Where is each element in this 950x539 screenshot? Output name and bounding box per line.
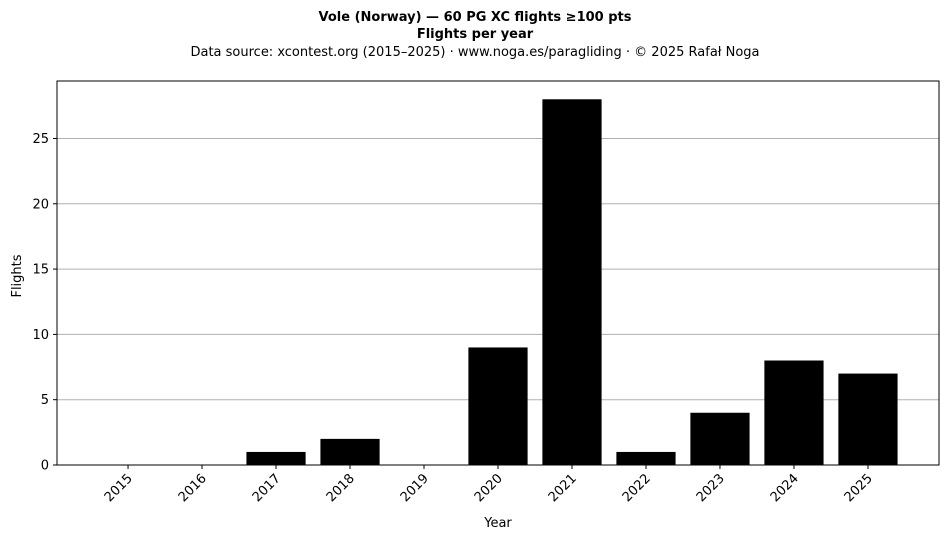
- x-tick-label-2024: 2024: [768, 471, 802, 505]
- y-tick-label-5: 5: [41, 393, 49, 408]
- chart-source: Data source: xcontest.org (2015–2025) · …: [190, 45, 759, 60]
- chart-subtitle: Flights per year: [417, 27, 534, 42]
- y-axis-label: Flights: [10, 254, 25, 297]
- x-tick-label-2015: 2015: [102, 471, 136, 505]
- bar-layer: [246, 99, 898, 466]
- bar-2018: [320, 438, 380, 465]
- bar-2021: [542, 99, 602, 466]
- bar-2020: [468, 347, 528, 465]
- y-axis: 0 5 10 15 20 25: [32, 132, 57, 474]
- y-tick-label-20: 20: [32, 197, 49, 212]
- chart-title: Vole (Norway) — 60 PG XC flights ≥100 pt…: [318, 10, 631, 25]
- y-tick-label-0: 0: [41, 459, 49, 474]
- bar-2022: [616, 451, 676, 465]
- x-tick-label-2022: 2022: [620, 471, 654, 505]
- bar-2025: [838, 373, 898, 465]
- x-tick-label-2025: 2025: [842, 471, 876, 505]
- y-tick-label-10: 10: [32, 328, 49, 343]
- bar-2024: [764, 360, 824, 465]
- x-tick-label-2016: 2016: [176, 471, 210, 505]
- x-tick-label-2017: 2017: [250, 471, 284, 505]
- x-axis: 2015 2016 2017 2018 2019 2020 2021 2022 2023 2024…: [102, 465, 876, 505]
- x-tick-label-2020: 2020: [472, 471, 506, 505]
- x-tick-label-2021: 2021: [546, 471, 580, 505]
- x-tick-label-2019: 2019: [398, 471, 432, 505]
- x-tick-label-2023: 2023: [694, 471, 728, 505]
- y-tick-label-15: 15: [32, 263, 49, 278]
- bar-2017: [246, 451, 306, 465]
- x-axis-label: Year: [483, 516, 512, 531]
- x-tick-label-2018: 2018: [324, 471, 358, 505]
- y-tick-label-25: 25: [32, 132, 49, 147]
- bar-2023: [690, 412, 750, 465]
